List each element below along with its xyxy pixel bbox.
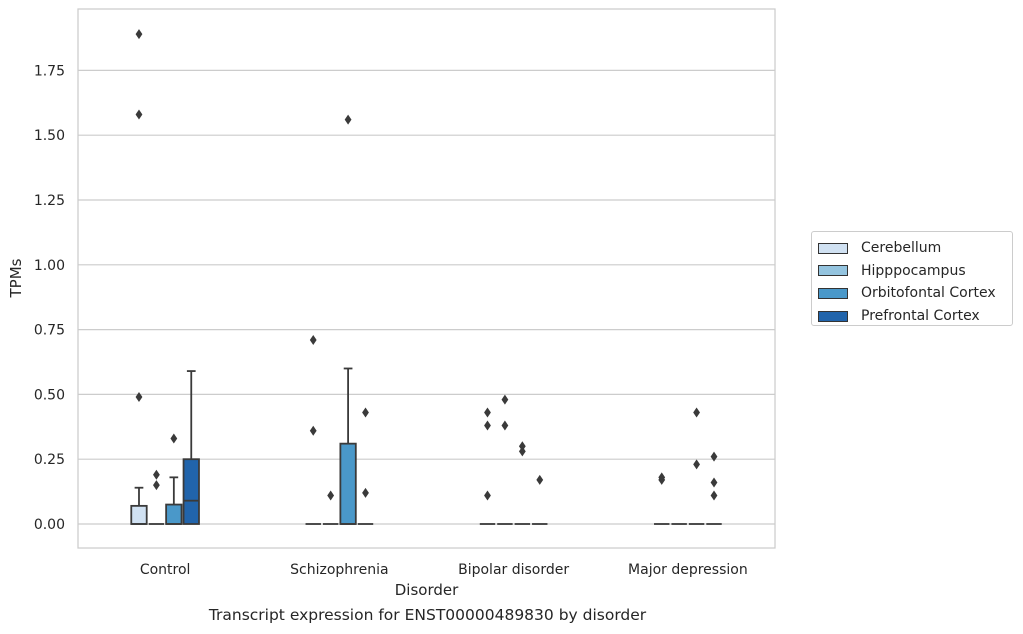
outlier-point <box>153 469 160 480</box>
x-tick-label: Control <box>140 562 191 578</box>
y-tick-label: 0.75 <box>34 323 65 339</box>
legend-label: Prefrontal Cortex <box>861 308 980 325</box>
outlier-point <box>501 394 509 405</box>
outlier-point <box>135 109 143 120</box>
outlier-point <box>135 29 143 40</box>
y-tick-label: 0.00 <box>34 517 65 533</box>
outlier-point <box>484 490 491 501</box>
box <box>339 442 357 525</box>
x-tick-labels: Control Schizophrenia Bipolar disorder Majo… <box>140 562 748 578</box>
outlier-point <box>309 425 317 436</box>
outlier-point <box>518 446 526 457</box>
y-tick-label: 0.25 <box>34 452 65 468</box>
plot-area <box>78 9 775 548</box>
plot-frame <box>77 8 776 549</box>
x-axis-label: Disorder <box>395 581 459 599</box>
legend-label: Hipppocampus <box>861 262 966 279</box>
y-tick-label: 1.75 <box>34 63 65 79</box>
outlier-point <box>484 407 491 418</box>
y-tick-label: 1.50 <box>34 128 65 144</box>
legend-item: Prefrontal Cortex <box>818 305 1012 328</box>
box <box>182 458 200 525</box>
outlier-point <box>362 487 369 498</box>
legend-item: Orbitofontal Cortex <box>818 282 1012 305</box>
outlier-point <box>693 407 700 418</box>
legend-swatch <box>818 242 848 254</box>
outlier-point <box>536 474 544 485</box>
outlier-point <box>518 441 526 452</box>
outlier-point <box>501 420 509 431</box>
x-tick-label: Schizophrenia <box>290 562 388 578</box>
y-axis-label: TPMs <box>7 258 25 298</box>
legend-swatch <box>818 287 848 299</box>
outlier-point <box>135 391 143 402</box>
outlier-point <box>693 459 700 470</box>
outlier-point <box>658 472 666 483</box>
legend-label: Orbitofontal Cortex <box>861 285 996 302</box>
outlier-point <box>710 451 718 462</box>
outlier-point <box>710 477 718 488</box>
y-tick-label: 0.50 <box>34 387 65 403</box>
outlier-point <box>362 407 369 418</box>
outlier-point <box>153 480 160 491</box>
box <box>165 503 183 525</box>
legend-item: Hipppocampus <box>818 260 1012 283</box>
box-series <box>130 29 722 525</box>
y-tick-label: 1.25 <box>34 193 65 209</box>
legend-swatch <box>818 265 848 277</box>
box <box>130 504 148 525</box>
x-tick-label: Major depression <box>628 562 748 578</box>
legend-label: Cerebellum <box>861 240 942 257</box>
chart-caption: Transcript expression for ENST0000048983… <box>208 606 647 624</box>
legend-item: Cerebellum <box>818 237 1012 260</box>
x-tick-label: Bipolar disorder <box>458 562 569 578</box>
y-tick-label: 1.00 <box>34 258 65 274</box>
outlier-point <box>484 420 491 431</box>
outlier-point <box>710 490 718 501</box>
outlier-point <box>170 433 178 444</box>
legend: Cerebellum Hipppocampus Orbitofontal Corte… <box>811 231 1013 326</box>
outlier-point <box>327 490 335 501</box>
legend-swatch <box>818 310 848 322</box>
y-tick-labels: 0.00 0.25 0.50 0.75 1.00 1.25 1.50 1.75 <box>34 63 65 533</box>
outlier-point <box>344 114 352 125</box>
outlier-point <box>309 334 317 345</box>
